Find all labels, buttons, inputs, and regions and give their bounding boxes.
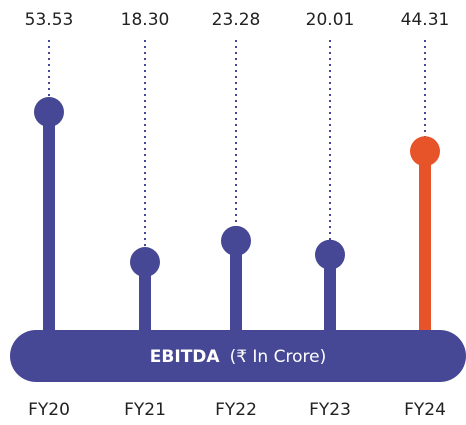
dot [315, 239, 345, 270]
chart-title-group: EBITDA (₹ In Crore) [150, 347, 326, 367]
chart-title: EBITDA [150, 347, 221, 367]
value-label: 20.01 [306, 10, 355, 30]
dot [410, 136, 440, 167]
value-label: 44.31 [401, 10, 450, 30]
value-label: 18.30 [121, 10, 170, 30]
dot [221, 225, 251, 256]
dot [34, 97, 64, 127]
x-tick-label: FY20 [28, 400, 70, 420]
base-bar [10, 330, 466, 382]
value-label: 53.53 [25, 10, 74, 30]
value-label: 23.28 [212, 10, 261, 30]
x-tick-label: FY24 [404, 400, 446, 420]
x-tick-label: FY21 [124, 400, 166, 420]
chart-subtitle: (₹ In Crore) [230, 347, 327, 367]
x-tick-label: FY22 [215, 400, 257, 420]
dot [130, 247, 160, 278]
x-tick-label: FY23 [309, 400, 351, 420]
